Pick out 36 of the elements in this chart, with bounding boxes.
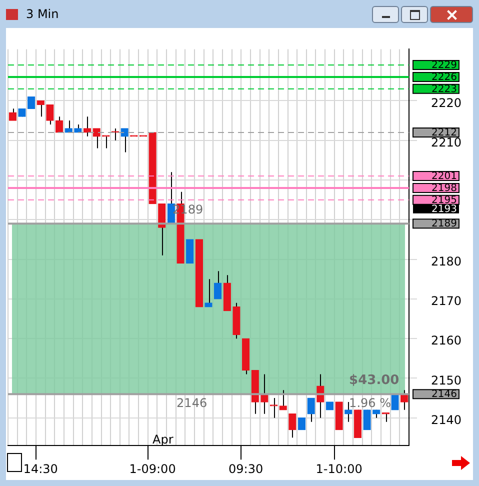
candlestick — [120, 128, 128, 153]
ref-line-label: 2146 — [432, 389, 457, 400]
annotation: $43.00 — [349, 372, 400, 388]
text: 2193 — [432, 204, 457, 215]
x-tick-label: 1-10:00 — [316, 462, 362, 476]
candlestick — [288, 413, 296, 438]
y-tick-label: 2170 — [431, 294, 462, 308]
y-tick-label: 2160 — [431, 334, 462, 348]
ref-line-label: 2201 — [432, 171, 457, 182]
y-tick-label: 2180 — [431, 254, 462, 268]
candlestick — [46, 104, 54, 126]
candlestick — [204, 278, 212, 308]
x-tick-label: 09:30 — [228, 462, 264, 476]
candlestick — [363, 409, 371, 430]
candlestick — [92, 128, 100, 149]
chart-title: 3 Min — [26, 7, 59, 21]
annotation: 2146 — [176, 396, 208, 410]
candlestick — [36, 100, 44, 118]
candlestick — [260, 374, 268, 414]
y-tick-label: 2150 — [431, 373, 462, 388]
candlestick — [83, 116, 92, 137]
candlestick — [279, 390, 287, 410]
x-tick-label: 1-09:00 — [129, 462, 176, 476]
y-tick-label: 2140 — [431, 412, 462, 427]
ref-line-label: 2223 — [432, 84, 457, 95]
annotation: Apr — [152, 432, 174, 447]
annotation: 1.96 % — [349, 396, 391, 410]
candlestick — [214, 270, 222, 300]
x-tick-label: 14:30 — [23, 462, 58, 476]
candlestick — [307, 398, 315, 422]
candlestick — [270, 398, 278, 418]
y-tick-label: 2220 — [431, 96, 462, 110]
candlestick — [391, 394, 399, 410]
ref-line-label: 2189 — [432, 218, 457, 230]
ref-line-label: 2195 — [432, 194, 457, 206]
ref-line-label: 2198 — [432, 183, 457, 194]
